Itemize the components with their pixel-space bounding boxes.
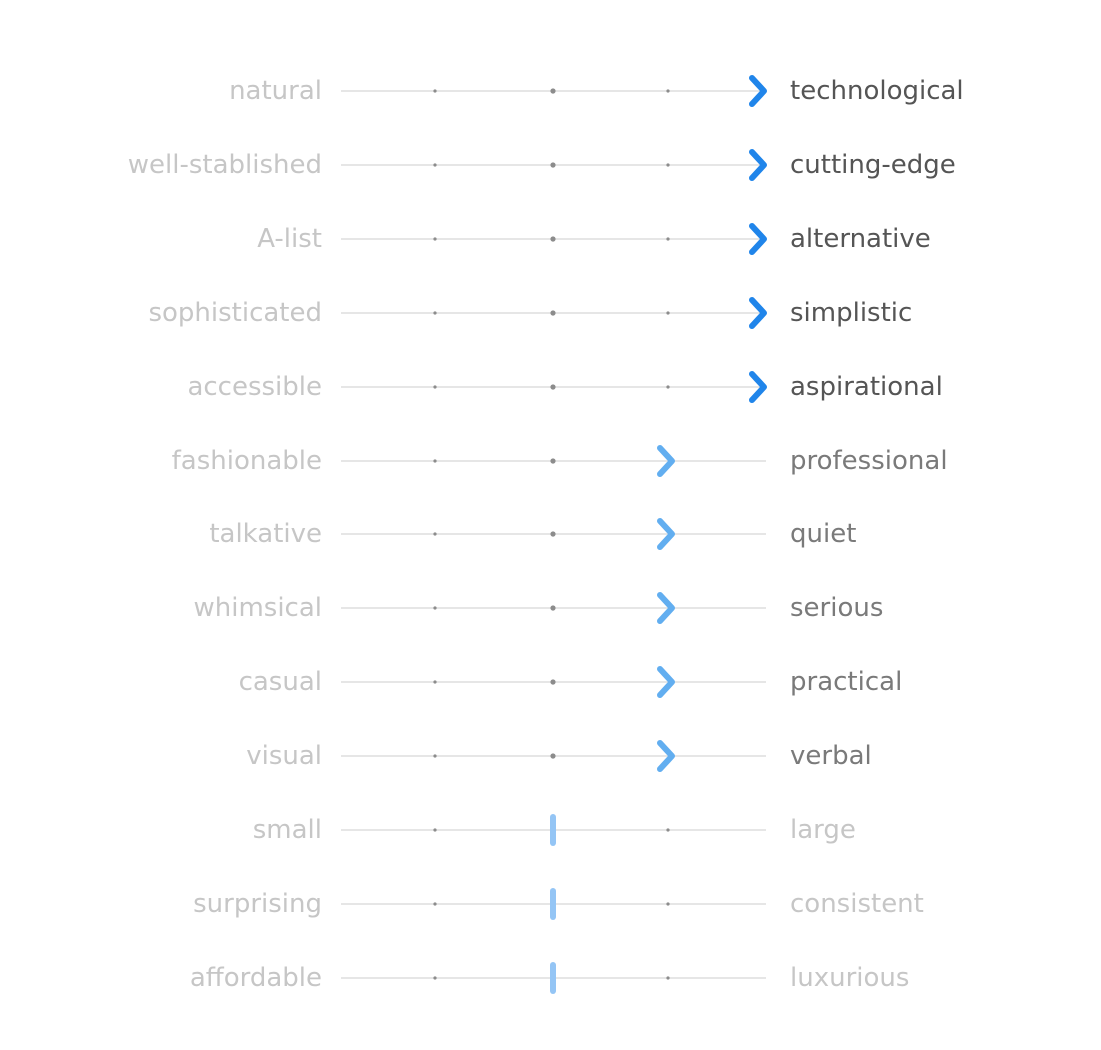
scale-right-label: large: [790, 815, 856, 845]
chevron-right-icon: [657, 444, 675, 477]
chevron-right-icon: [749, 222, 767, 255]
scale-slider: [341, 444, 766, 477]
tick-mark: [666, 237, 670, 241]
center-tick: [550, 162, 556, 168]
tick-mark: [666, 163, 670, 167]
scale-left-label: accessible: [187, 371, 322, 402]
scale-row: talkative quiet: [0, 514, 1101, 554]
tick-mark: [433, 680, 437, 684]
scale-row: small large: [0, 810, 1101, 850]
tick-mark: [433, 532, 437, 536]
chevron-right-icon: [657, 740, 675, 773]
scale-left-label: casual: [238, 667, 322, 698]
scale-left-label: sophisticated: [148, 297, 322, 328]
scale-slider: [341, 592, 766, 625]
scale-row: natural technological: [0, 71, 1101, 111]
center-tick: [550, 457, 556, 464]
scale-slider: [341, 518, 766, 551]
tick-mark: [433, 754, 437, 758]
center-tick: [550, 753, 556, 759]
tick-mark: [433, 976, 437, 980]
center-tick: [550, 531, 556, 537]
scale-slider: [341, 222, 767, 255]
center-tick: [550, 236, 556, 242]
scale-right-label: quiet: [790, 519, 857, 550]
tick-mark: [433, 606, 437, 610]
tick-mark: [433, 311, 437, 315]
scale-slider: [341, 666, 766, 699]
center-tick: [550, 88, 556, 94]
tick-mark: [666, 902, 670, 906]
tick-mark: [433, 458, 437, 463]
tick-mark: [666, 828, 670, 832]
scale-row: accessible aspirational: [0, 367, 1101, 407]
tick-mark: [666, 976, 670, 980]
scale-row: surprising consistent: [0, 884, 1101, 924]
scale-slider: [341, 296, 767, 329]
scale-left-label: small: [252, 815, 322, 845]
tick-mark: [433, 163, 437, 167]
scale-right-label: cutting-edge: [790, 149, 956, 180]
scale-slider: [341, 370, 767, 403]
scale-left-label: visual: [246, 741, 322, 772]
scale-slider: [341, 961, 766, 994]
scale-row: visual verbal: [0, 736, 1101, 776]
scale-left-label: whimsical: [193, 593, 322, 624]
tick-mark: [433, 384, 437, 389]
scale-row: fashionable professional: [0, 441, 1101, 481]
scale-left-label: natural: [229, 76, 322, 106]
scale-slider: [341, 887, 766, 920]
tick-mark: [666, 89, 670, 93]
chevron-right-icon: [749, 75, 767, 107]
scale-row: well-stablished cutting-edge: [0, 145, 1101, 185]
scale-left-label: surprising: [193, 888, 322, 919]
chevron-right-icon: [749, 370, 767, 403]
scale-right-label: simplistic: [790, 297, 913, 328]
tick-mark: [433, 828, 437, 832]
scale-right-label: alternative: [790, 223, 931, 254]
scale-row: sophisticated simplistic: [0, 293, 1101, 333]
scale-right-label: serious: [790, 593, 884, 624]
scale-row: affordable luxurious: [0, 958, 1101, 998]
scale-slider: [341, 740, 766, 773]
scale-slider: [341, 75, 767, 107]
chevron-right-icon: [657, 518, 675, 551]
scale-left-label: fashionable: [171, 445, 322, 476]
tick-mark: [433, 237, 437, 241]
center-tick: [550, 679, 556, 685]
scale-row: casual practical: [0, 662, 1101, 702]
tick-mark: [666, 384, 670, 389]
tick-mark: [433, 902, 437, 906]
scale-left-label: affordable: [189, 962, 322, 993]
tick-mark: [433, 89, 437, 93]
scale-right-label: technological: [790, 76, 964, 106]
scale-right-label: consistent: [790, 888, 924, 919]
scale-left-label: A-list: [257, 223, 322, 254]
chevron-right-icon: [657, 666, 675, 699]
scale-right-label: aspirational: [790, 371, 943, 402]
scale-row: A-list alternative: [0, 219, 1101, 259]
chevron-right-icon: [749, 296, 767, 329]
scale-slider: [341, 148, 767, 181]
scale-right-label: professional: [790, 445, 948, 476]
tick-mark: [666, 311, 670, 315]
center-tick: [550, 383, 556, 390]
scale-slider: [341, 814, 766, 846]
scale-right-label: verbal: [790, 741, 872, 772]
scale-row: whimsical serious: [0, 588, 1101, 628]
scale-right-label: practical: [790, 667, 903, 698]
chevron-right-icon: [749, 148, 767, 181]
scale-left-label: talkative: [209, 519, 322, 550]
center-tick: [550, 605, 556, 611]
chevron-right-icon: [657, 592, 675, 625]
scale-right-label: luxurious: [790, 962, 910, 993]
scale-left-label: well-stablished: [127, 149, 322, 180]
center-tick: [550, 310, 556, 316]
